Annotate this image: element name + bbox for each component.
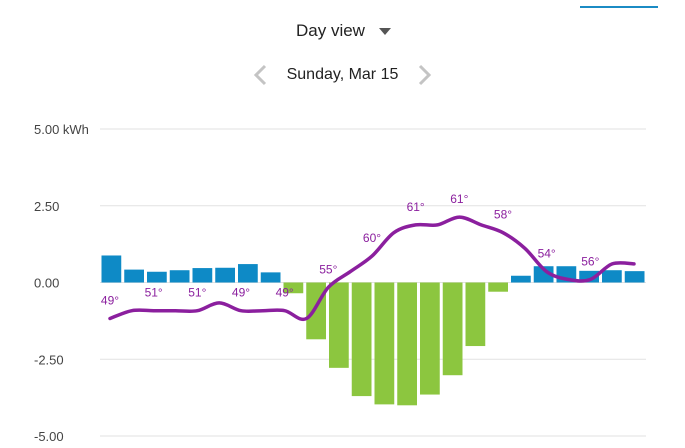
chevron-right-icon[interactable] xyxy=(413,64,435,86)
bar xyxy=(624,271,645,283)
y-tick-label: 0.00 xyxy=(34,276,59,291)
tab-underline xyxy=(580,6,658,8)
temperature-label: 51° xyxy=(145,286,163,300)
chevron-down-icon[interactable] xyxy=(378,27,391,35)
temperature-label: 54° xyxy=(538,247,556,261)
bar xyxy=(511,275,531,283)
bar xyxy=(147,271,167,283)
date-navigation: Sunday, Mar 15 xyxy=(240,62,445,88)
y-tick-label: -5.00 xyxy=(34,429,64,444)
temperature-label: 49° xyxy=(101,294,119,308)
bar xyxy=(169,270,190,283)
temperature-label: 60° xyxy=(363,231,381,245)
bar xyxy=(329,282,349,368)
bar xyxy=(442,282,463,376)
date-label: Sunday, Mar 15 xyxy=(286,66,399,83)
bar xyxy=(374,282,395,405)
bar xyxy=(488,282,508,292)
bar xyxy=(351,282,372,397)
bar xyxy=(465,282,486,347)
bar xyxy=(260,272,281,283)
bar xyxy=(533,266,554,283)
y-tick-label: 2.50 xyxy=(34,199,59,214)
energy-chart: 5.00 kWh 2.50 0.00 -2.50 -5.00 49° 51° 51° 49° 49… xyxy=(34,122,646,444)
y-tick-label: -2.50 xyxy=(34,352,64,367)
temperature-label: 61° xyxy=(450,192,468,206)
chevron-left-icon[interactable] xyxy=(250,64,272,86)
temperature-label: 49° xyxy=(232,286,250,300)
temperature-label: 61° xyxy=(407,200,425,214)
view-label: Day view xyxy=(296,21,365,40)
y-tick-label: 5.00 kWh xyxy=(34,122,89,137)
bar xyxy=(238,264,258,283)
bar xyxy=(420,282,440,395)
bar xyxy=(192,268,213,283)
bar xyxy=(602,270,622,283)
temperature-label: 49° xyxy=(276,286,294,300)
bar xyxy=(124,269,144,283)
bar xyxy=(215,267,235,283)
bar xyxy=(397,282,417,406)
temperature-line xyxy=(108,215,636,322)
bar xyxy=(579,270,599,283)
temperature-label: 56° xyxy=(581,255,599,269)
temperature-label: 58° xyxy=(494,208,512,222)
bar xyxy=(306,282,326,340)
temperature-label: 51° xyxy=(188,286,206,300)
temperature-label: 55° xyxy=(319,262,337,276)
view-selector[interactable]: Day view xyxy=(296,20,391,42)
bar xyxy=(283,282,304,294)
bar xyxy=(101,255,122,283)
